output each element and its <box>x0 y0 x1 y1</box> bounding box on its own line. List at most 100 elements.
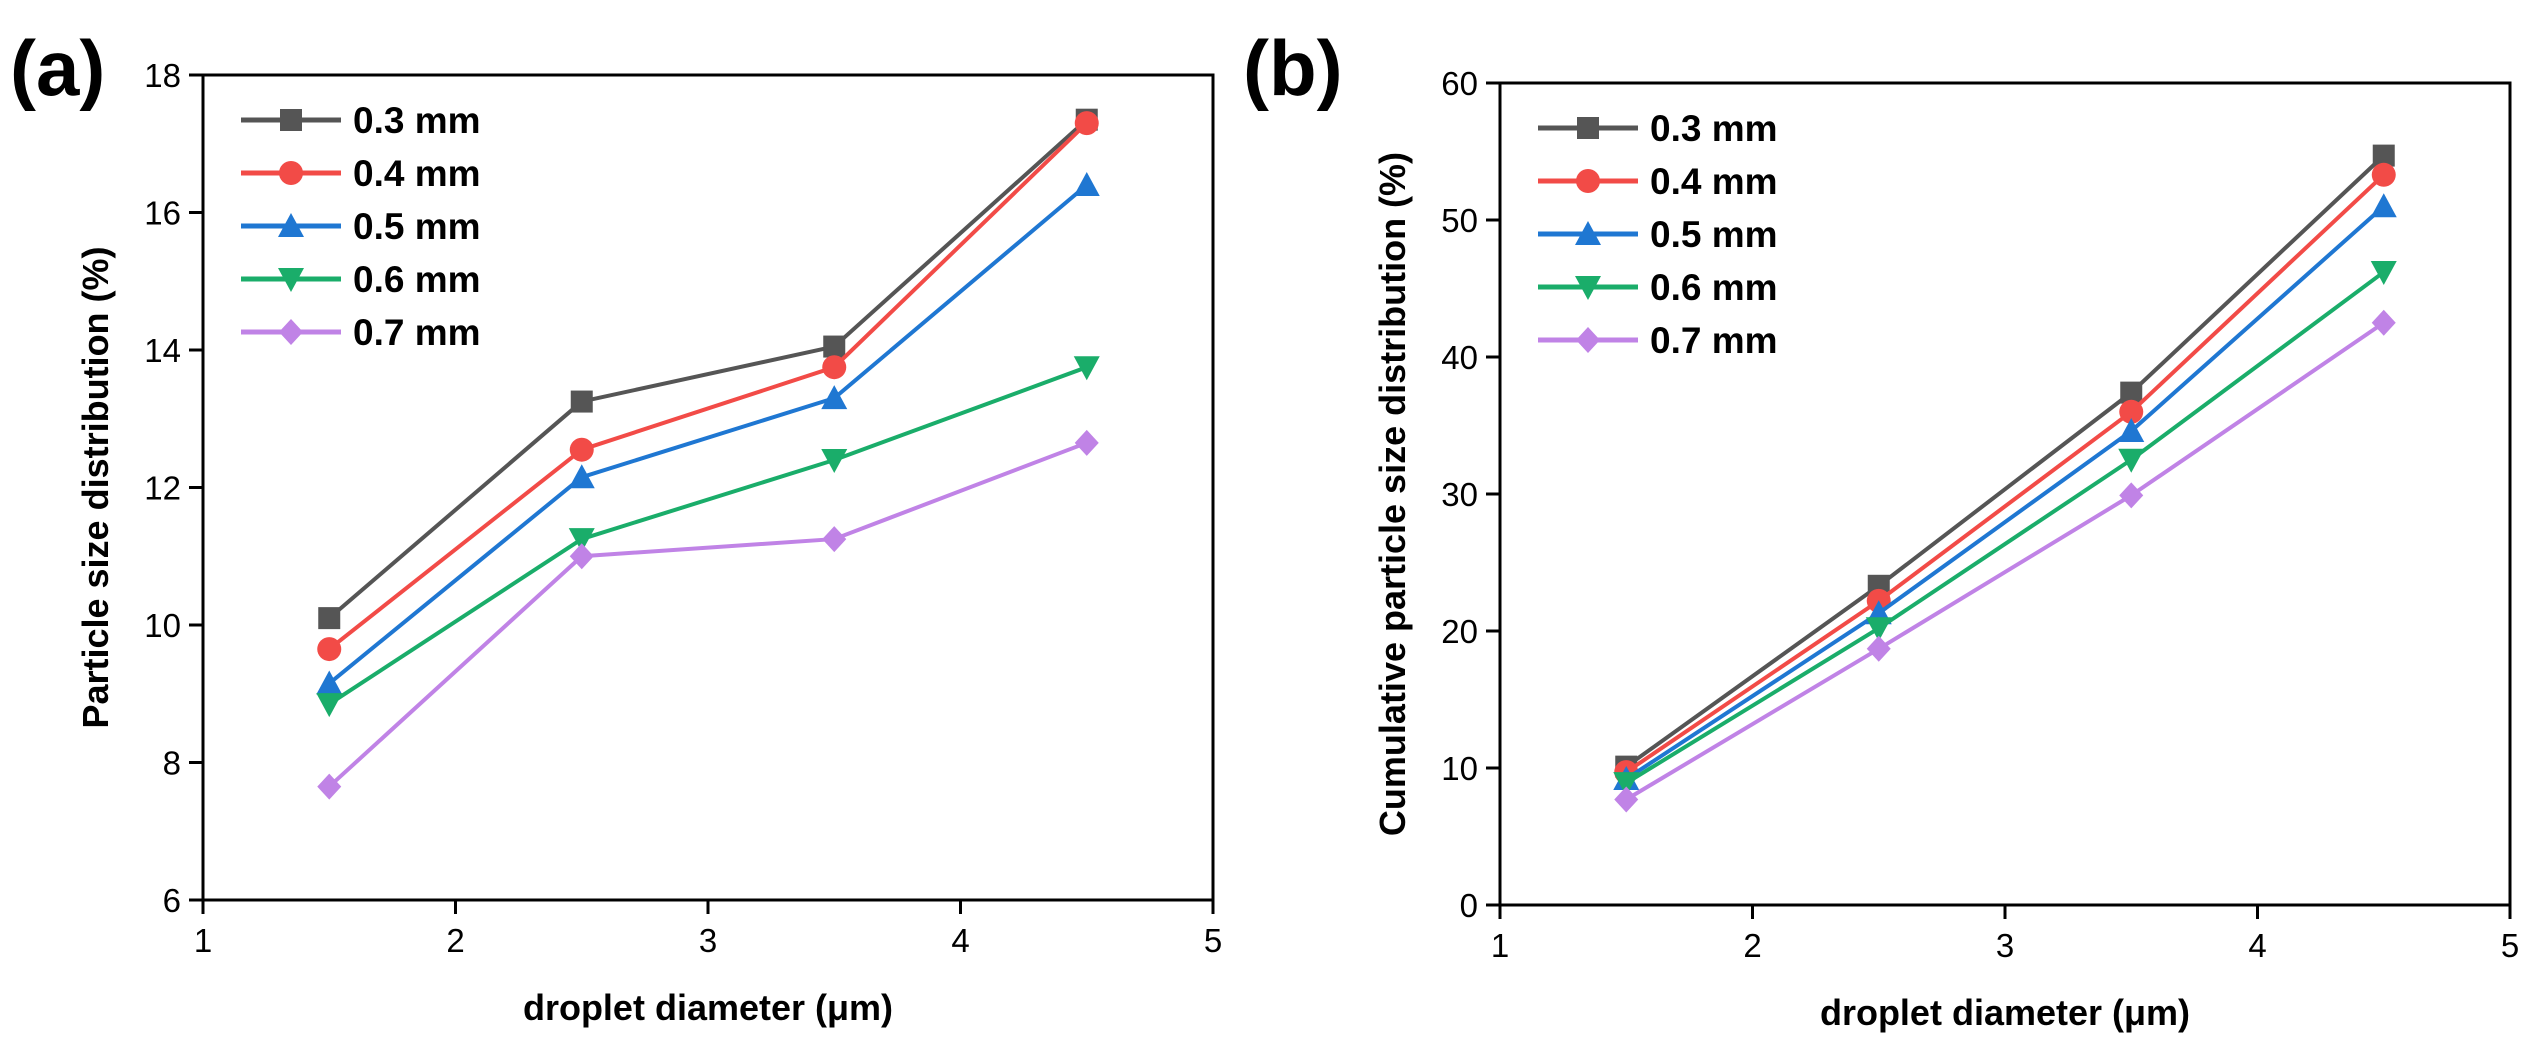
data-point <box>1073 356 1100 381</box>
y-tick-label: 50 <box>1441 202 1478 239</box>
data-point <box>1613 772 1640 797</box>
series-line-0.5mm <box>1625 204 2386 781</box>
series-line-0.7mm <box>1625 321 2385 802</box>
legend-label: 0.7 mm <box>1650 320 1778 361</box>
data-point <box>316 670 343 695</box>
legend-label: 0.5 mm <box>353 206 481 247</box>
y-tick-label: 10 <box>1441 750 1478 787</box>
data-point <box>568 528 595 553</box>
data-point <box>822 526 847 553</box>
legend-marker <box>280 109 302 131</box>
y-tick-label: 60 <box>1441 65 1478 102</box>
legend-marker <box>279 161 303 185</box>
legend-label: 0.3 mm <box>1650 108 1778 149</box>
data-point <box>317 773 342 800</box>
y-axis-title-a: Particle size distribution (%) <box>75 246 116 728</box>
x-tick-label: 2 <box>1743 927 1761 964</box>
series-line-0.4mm <box>328 121 1089 651</box>
data-point <box>2371 309 2396 336</box>
legend-marker <box>1576 169 1600 193</box>
legend-marker <box>1575 276 1601 300</box>
y-tick-label: 14 <box>144 332 181 369</box>
data-point <box>316 693 343 718</box>
legend-marker <box>278 268 304 292</box>
data-point <box>318 607 341 630</box>
plot-frame <box>1498 81 2512 907</box>
data-point <box>2372 144 2395 167</box>
legend-marker <box>1576 327 1600 353</box>
series-line-0.5mm <box>327 183 1089 685</box>
data-point <box>2119 399 2144 424</box>
legend-marker <box>1577 117 1599 139</box>
x-tick-label: 3 <box>1996 927 2014 964</box>
data-point <box>2120 381 2143 404</box>
data-point <box>569 543 594 570</box>
series-line-0.3mm <box>1625 154 2386 769</box>
legend-label: 0.4 mm <box>353 153 481 194</box>
y-axis-title-b: Cumulative particle size distribution (%… <box>1372 152 1413 836</box>
x-axis-title-a: droplet diameter (μm) <box>523 987 893 1028</box>
x-tick-label: 1 <box>194 922 212 959</box>
series-line-0.3mm <box>327 118 1089 620</box>
data-point <box>1074 111 1099 136</box>
plot-frame <box>201 73 1215 902</box>
data-point <box>569 437 594 462</box>
data-point <box>1865 617 1892 642</box>
data-point <box>1614 786 1639 813</box>
data-point <box>568 464 595 489</box>
y-tick-label: 20 <box>1441 613 1478 650</box>
y-tick-label: 8 <box>163 745 181 782</box>
legend-label: 0.6 mm <box>1650 267 1778 308</box>
legend-label: 0.3 mm <box>353 100 481 141</box>
x-tick-label: 5 <box>1204 922 1222 959</box>
y-tick-label: 0 <box>1460 887 1478 924</box>
legend-label: 0.6 mm <box>353 259 481 300</box>
x-tick-label: 2 <box>446 922 464 959</box>
legend-marker <box>278 213 304 237</box>
data-point <box>2118 448 2145 473</box>
legend-label: 0.4 mm <box>1650 161 1778 202</box>
data-point <box>822 355 847 380</box>
y-tick-label: 16 <box>144 195 181 232</box>
data-point <box>317 637 342 662</box>
data-point <box>570 390 593 413</box>
x-tick-label: 5 <box>2501 927 2519 964</box>
data-point <box>821 449 848 473</box>
legend-marker <box>1575 221 1601 245</box>
panel-label-b: (b) <box>1243 24 1343 112</box>
data-point <box>2371 162 2396 187</box>
x-tick-label: 1 <box>1491 927 1509 964</box>
x-tick-label: 3 <box>699 922 717 959</box>
chart-panel-b: (b) Cumulative particle size distributio… <box>1243 24 2519 1033</box>
data-point <box>1073 172 1100 196</box>
data-point <box>1074 429 1099 456</box>
legend: 0.3 mm 0.4 mm 0.5 mm 0.6 mm 0.7 mm <box>241 100 481 353</box>
data-point <box>2118 417 2145 442</box>
data-point <box>823 335 846 358</box>
panel-label-a: (a) <box>10 24 105 112</box>
series-line-0.6mm <box>1625 270 2385 785</box>
x-axis-title-b: droplet diameter (μm) <box>1820 992 2190 1033</box>
x-tick-label: 4 <box>951 922 969 959</box>
legend-marker <box>279 319 303 345</box>
y-tick-label: 10 <box>144 607 181 644</box>
data-point <box>2370 193 2397 218</box>
data-point <box>821 385 848 410</box>
y-tick-label: 12 <box>144 470 181 507</box>
series-line-0.6mm <box>328 365 1088 706</box>
data-point <box>1866 635 1891 662</box>
x-tick-label: 4 <box>2248 927 2266 964</box>
chart-panel-a: (a) Particle size distribution (%) dropl… <box>10 24 1222 1028</box>
y-tick-label: 30 <box>1441 476 1478 513</box>
legend-label: 0.7 mm <box>353 312 481 353</box>
data-point <box>2119 482 2144 509</box>
legend-label: 0.5 mm <box>1650 214 1778 255</box>
data-point <box>2370 261 2397 286</box>
y-tick-label: 40 <box>1441 339 1478 376</box>
legend: 0.3 mm 0.4 mm 0.5 mm 0.6 mm 0.7 mm <box>1538 108 1778 361</box>
series-line-0.7mm <box>327 440 1088 789</box>
series-line-0.4mm <box>1625 173 2386 774</box>
y-tick-label: 6 <box>163 882 181 919</box>
